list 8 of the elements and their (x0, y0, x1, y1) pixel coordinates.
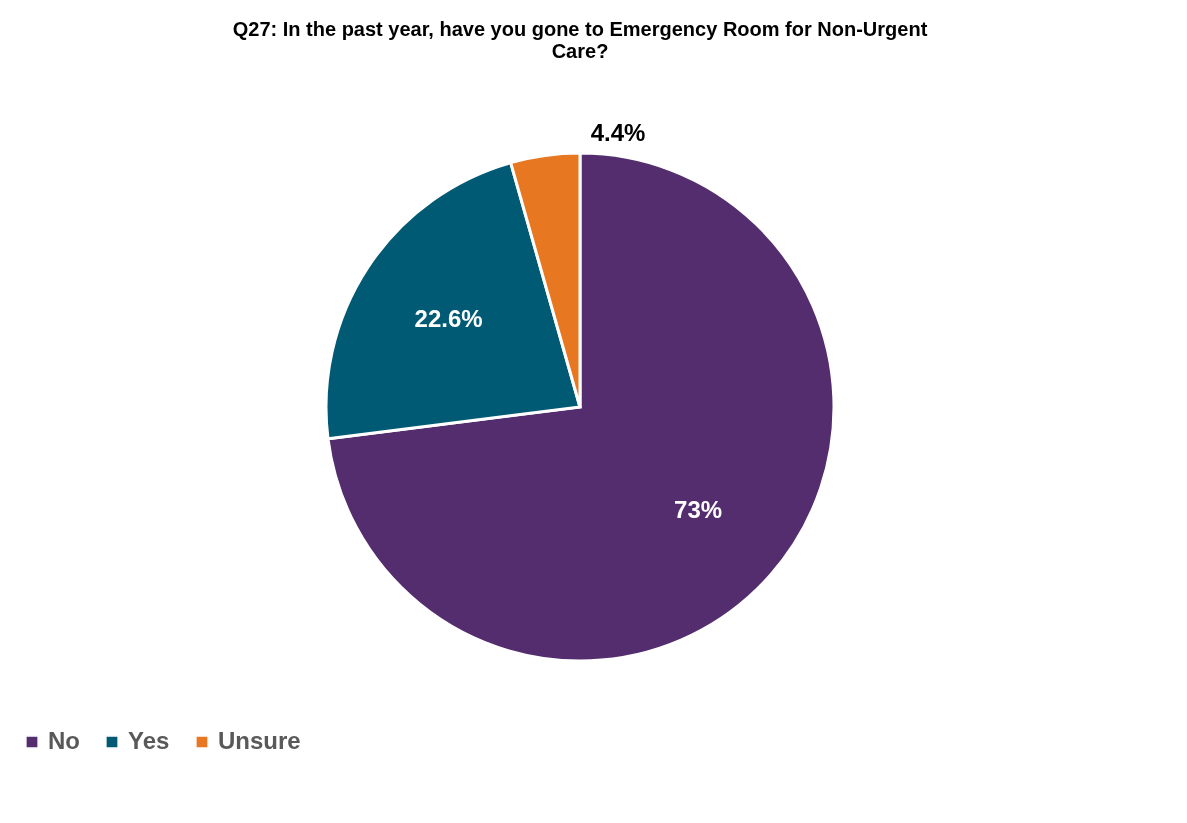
data-label: 22.6% (414, 305, 483, 333)
data-label: 73% (674, 496, 723, 524)
chart-title: Q27: In the past year, have you gone to Emergency Room for Non-Urgent Care? (232, 18, 928, 62)
legend-label: Unsure (218, 727, 301, 754)
data-label: 4.4% (590, 118, 646, 146)
legend-label: Yes (128, 727, 170, 754)
pie-slice (326, 151, 836, 663)
legend-label: No (48, 727, 80, 754)
